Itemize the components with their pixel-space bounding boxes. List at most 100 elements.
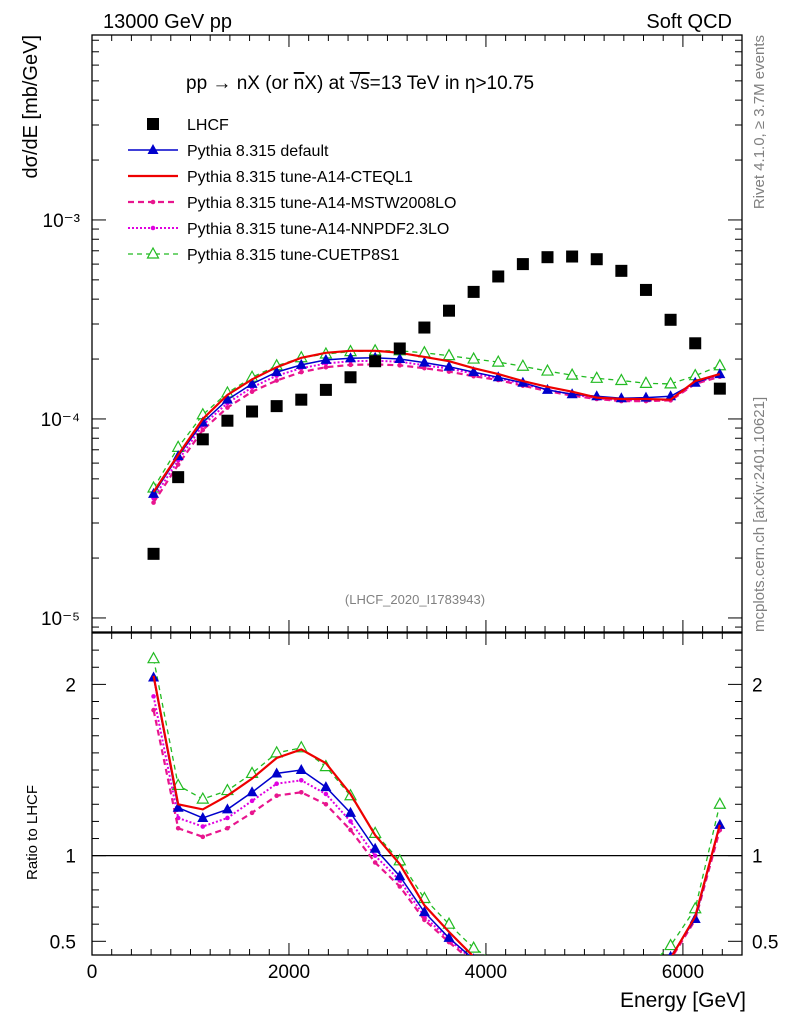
- ratio-point: [323, 801, 329, 807]
- ratio-point: [545, 988, 550, 993]
- data-point: [200, 427, 206, 433]
- ratio-point: [521, 982, 526, 987]
- data-point: [319, 383, 332, 396]
- ratio-point: [172, 801, 184, 812]
- data-point: [713, 382, 726, 395]
- ratio-point: [394, 870, 406, 881]
- ratio-point: [369, 842, 381, 853]
- ratio-point: [196, 791, 210, 804]
- ratio-series-1: [148, 671, 726, 997]
- ratio-point: [418, 906, 430, 917]
- ratio-point: [372, 860, 378, 865]
- title-suffix: =13 TeV in η>10.75: [370, 73, 534, 94]
- data-point: [516, 359, 530, 371]
- ratio-point: [274, 793, 279, 799]
- data-point: [418, 356, 430, 367]
- ratio-point: [542, 975, 553, 985]
- data-point: [639, 283, 652, 296]
- legend-marker: [147, 118, 159, 130]
- ratio-series-3: [151, 707, 723, 995]
- ratio-line: [152, 709, 721, 955]
- legend-entry: Pythia 8.315 tune-A14-CTEQL1: [128, 169, 413, 186]
- ratio-point: [570, 990, 575, 995]
- ratio-point: [570, 990, 575, 995]
- ratio-point: [472, 953, 475, 955]
- ratio-point: [467, 940, 481, 953]
- ratio-point: [200, 834, 206, 840]
- y-axis-label-lower: Ratio to LHCF: [24, 785, 41, 880]
- data-point: [151, 500, 156, 505]
- data-point: [147, 547, 160, 560]
- ratio-point: [221, 803, 233, 814]
- data-point: [295, 393, 308, 406]
- series-0: [147, 250, 726, 560]
- analysis-id: (LHCF_2020_I1783943): [345, 592, 485, 607]
- data-point: [614, 373, 628, 386]
- ratio-point: [591, 978, 602, 988]
- data-point: [344, 371, 357, 384]
- series-1: [148, 351, 726, 498]
- series-line: [152, 349, 721, 493]
- x-tick-label: 6000: [662, 962, 704, 983]
- ratio-point: [567, 977, 578, 987]
- lower-frame: [91, 632, 743, 956]
- ratio-point: [640, 963, 651, 973]
- axis-ticks: 0 2000 4000 6000 10⁻⁵ 10⁻⁴ 10⁻³ 0.5 0.5 1 1 2 2: [41, 35, 778, 983]
- ratio-point: [517, 978, 528, 988]
- ratio-point: [422, 917, 427, 923]
- y-tick-label: 10⁻³: [43, 211, 81, 232]
- ratio-point: [270, 745, 284, 758]
- ratio-point: [200, 824, 206, 829]
- data-point: [397, 363, 403, 368]
- ratio-point: [225, 815, 230, 821]
- data-point: [246, 377, 258, 388]
- series-line: [152, 357, 721, 495]
- ratio-y-tick-label: 2: [65, 675, 76, 696]
- ratio-point: [271, 767, 283, 778]
- ratio-point: [348, 819, 353, 824]
- ratio-point: [323, 791, 329, 797]
- ratio-point: [151, 707, 156, 713]
- data-point: [295, 358, 307, 369]
- data-point: [221, 414, 234, 427]
- ratio-line: [152, 696, 721, 955]
- series-2: [152, 349, 721, 493]
- data-point: [394, 353, 406, 364]
- ratio-point: [294, 740, 308, 753]
- y-tick-label: 10⁻⁴: [41, 410, 80, 431]
- ratio-point: [567, 987, 578, 997]
- y-tick-label: 10⁻⁵: [41, 609, 80, 630]
- ratio-point: [644, 977, 649, 982]
- ratio-y-tick-label-right: 2: [752, 675, 763, 696]
- legend-marker: [146, 246, 160, 259]
- mcplots-label: mcplots.cern.ch [arXiv:2401.10621]: [751, 397, 768, 632]
- ratio-point: [225, 825, 230, 831]
- data-point: [323, 364, 329, 370]
- title-prefix: pp → nX (or: [186, 73, 294, 94]
- ratio-point: [274, 781, 279, 787]
- legend-entry: Pythia 8.315 tune-A14-NNPDF2.3LO: [128, 221, 449, 238]
- title-middle: X) at: [304, 73, 349, 94]
- x-tick-label: 0: [87, 962, 98, 983]
- data-point: [468, 366, 480, 377]
- legend-label: LHCF: [187, 117, 229, 134]
- data-point: [348, 362, 353, 368]
- ratio-y-tick-label: 0.5: [50, 932, 76, 953]
- data-point: [689, 337, 702, 350]
- data-point: [196, 433, 209, 446]
- ratio-point: [713, 797, 727, 809]
- legend-label: Pythia 8.315 tune-A14-CTEQL1: [187, 169, 413, 186]
- data-point: [246, 405, 259, 418]
- ratio-point: [151, 694, 156, 699]
- ratio-series: [147, 651, 727, 997]
- ratio-point: [345, 806, 357, 817]
- data-point: [221, 393, 233, 404]
- plot-title: pp → nX (or nX) at √s=13 TeV in η>10.75: [186, 73, 534, 94]
- series-4: [151, 358, 723, 501]
- ratio-point: [517, 969, 528, 979]
- data-point: [270, 400, 283, 413]
- data-point: [172, 471, 185, 484]
- upper-series: [147, 250, 727, 560]
- data-point: [320, 353, 332, 364]
- series-line: [152, 363, 721, 504]
